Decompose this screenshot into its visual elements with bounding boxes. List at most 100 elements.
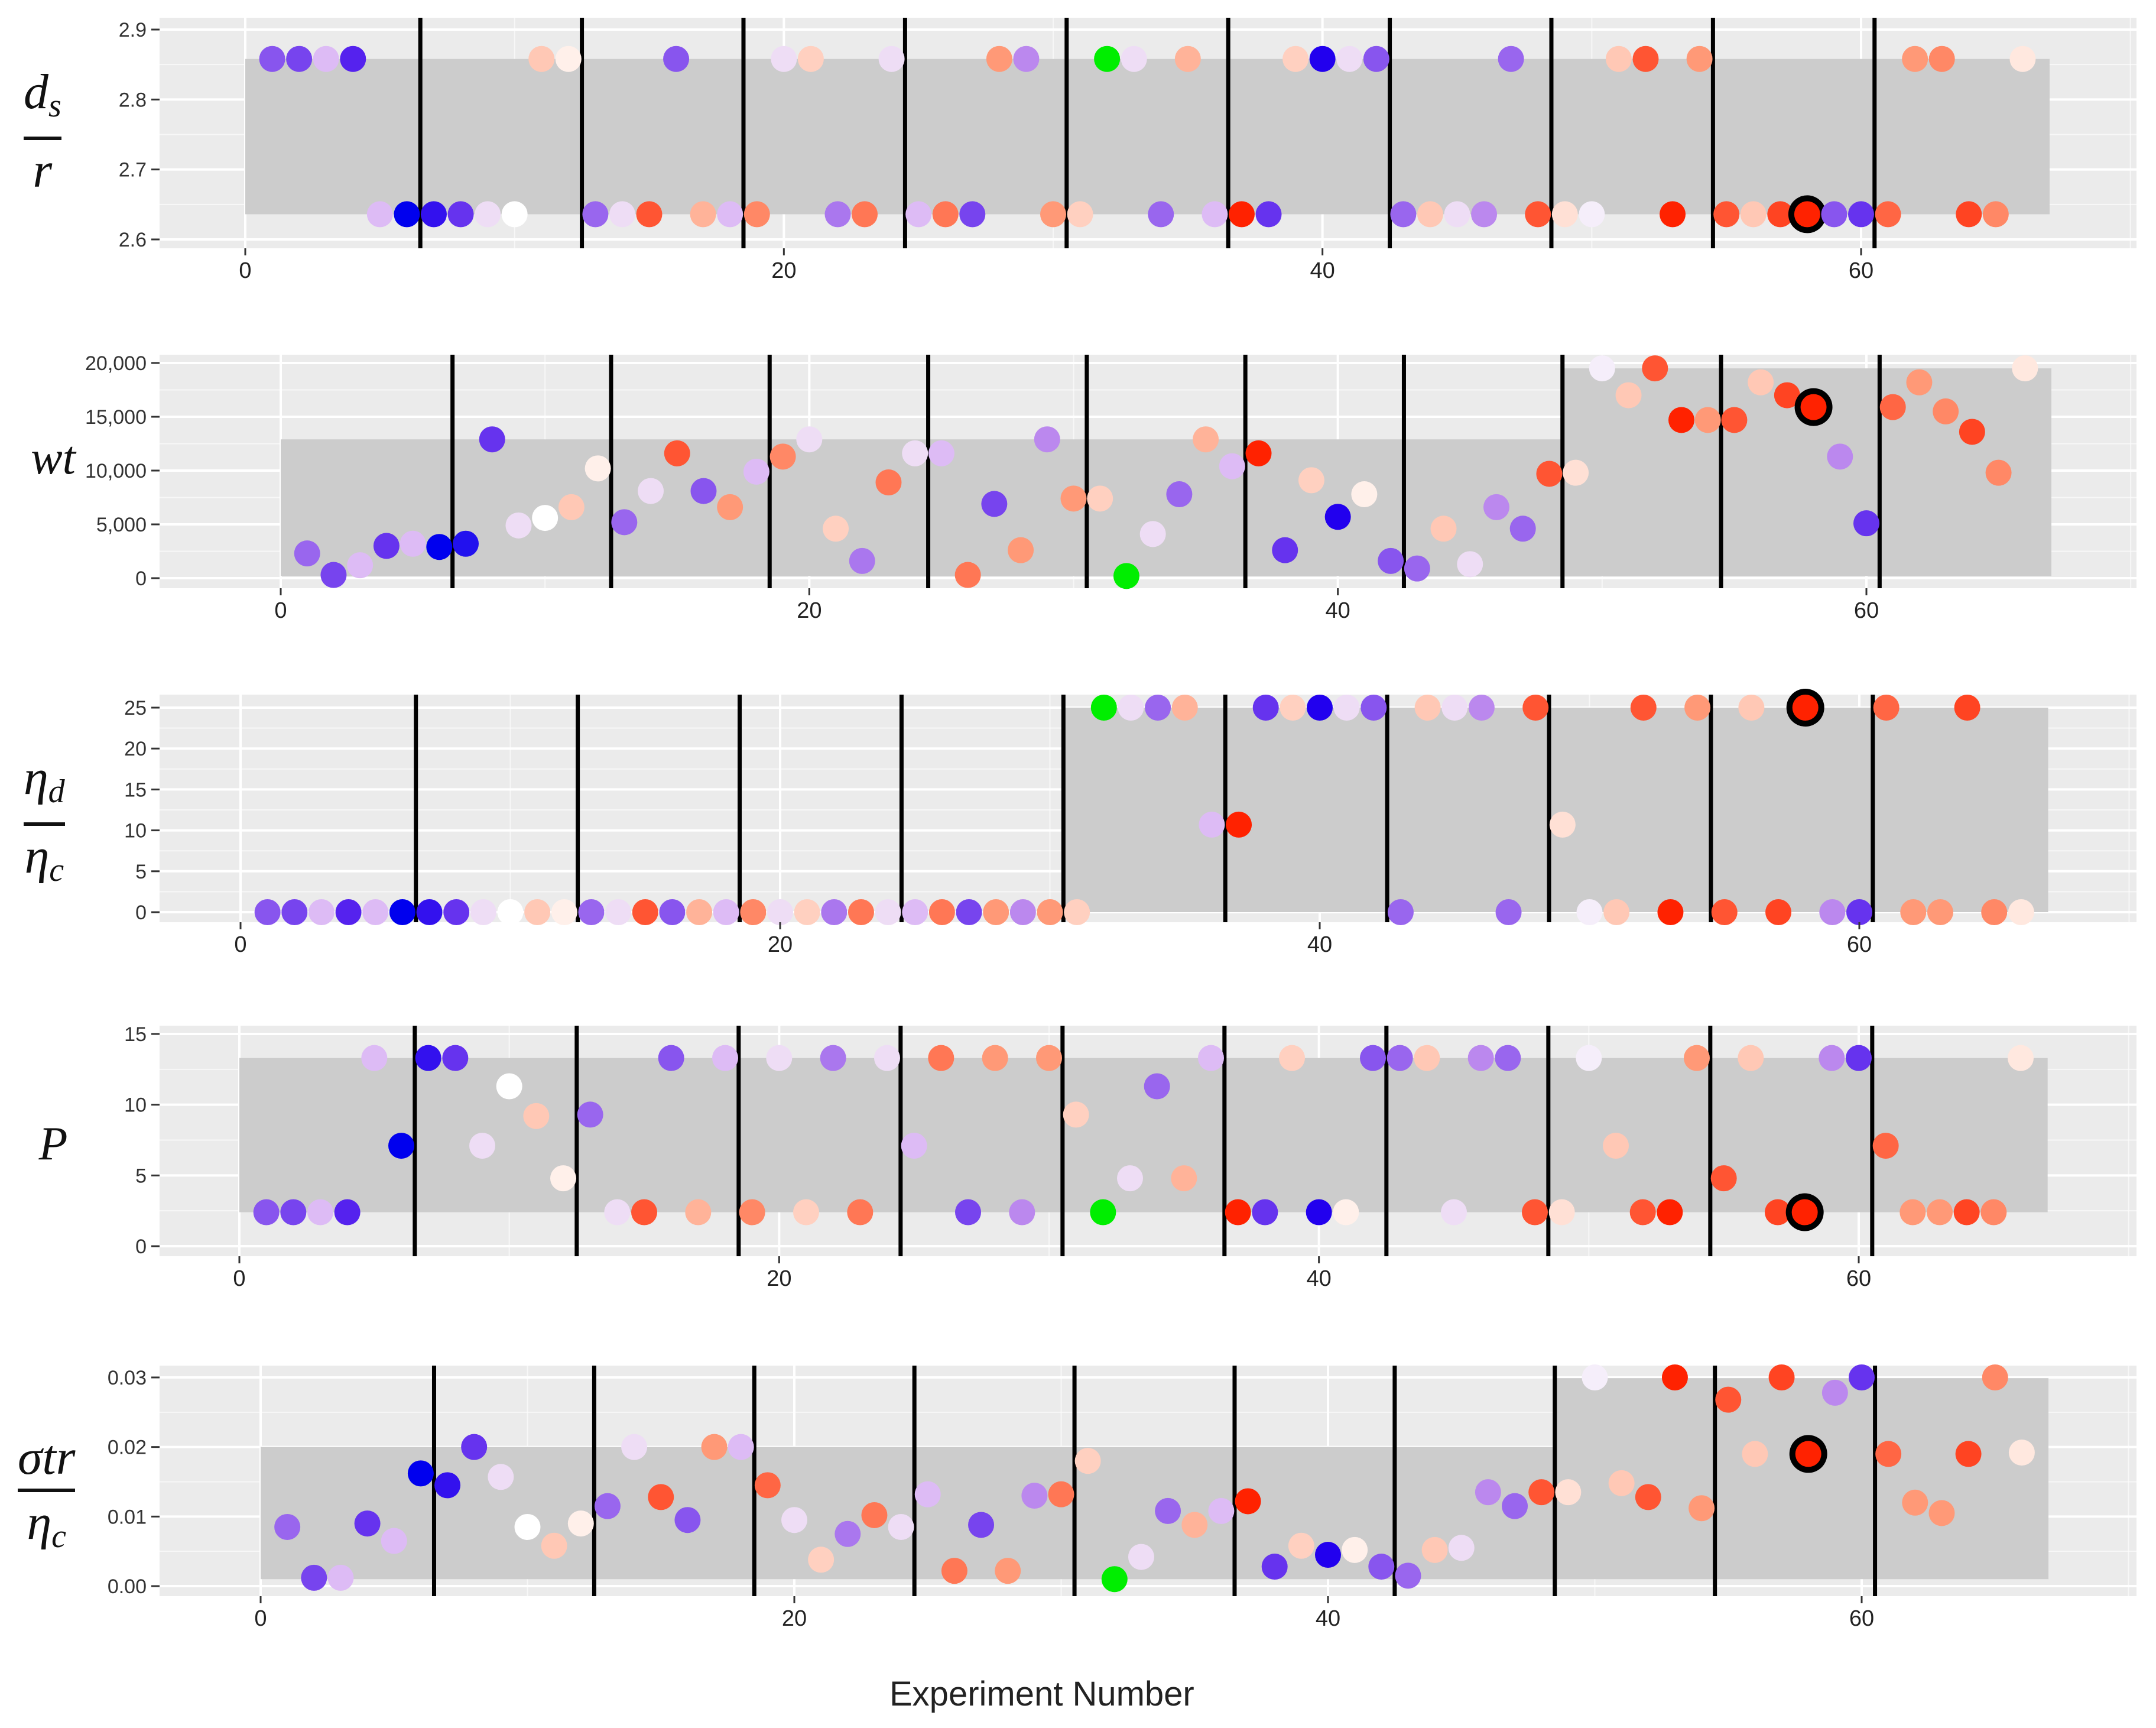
panel-4-data-point — [1629, 1199, 1656, 1226]
panel-5-data-point — [995, 1558, 1021, 1584]
panel-1-data-point — [1202, 201, 1228, 228]
panel-3-data-point — [1549, 811, 1576, 838]
panel-5-ylabel-den: η — [27, 1495, 52, 1550]
panel-2-data-point — [505, 512, 532, 539]
panel-2-data-point — [717, 494, 743, 520]
panel-3-data-point — [821, 899, 848, 925]
panel-5-data-point — [1021, 1483, 1048, 1509]
panel-4-data-point — [550, 1165, 576, 1192]
panel-4-data-point — [847, 1199, 874, 1226]
panel-4-data-point — [1819, 1045, 1845, 1071]
panel-2-data-point — [1245, 440, 1272, 466]
panel-1-data-point — [852, 201, 878, 228]
panel-5-data-point — [861, 1502, 888, 1528]
panel-4-data-point — [766, 1045, 793, 1071]
panel-2-data-point — [1827, 443, 1853, 470]
panel-5-data-point — [1902, 1489, 1928, 1516]
panel-3-data-point — [659, 899, 686, 925]
panel-5-data-point — [1795, 1441, 1821, 1467]
panel-4-data-point — [1684, 1045, 1710, 1071]
panel-1-data-point — [1956, 201, 1982, 228]
panel-1-ytick-label: 2.9 — [119, 19, 147, 41]
panel-4-region-band — [239, 1058, 2048, 1212]
panel-2-data-point — [690, 478, 717, 504]
panel-2-data-point — [1933, 398, 1959, 424]
panel-3-data-point — [1468, 695, 1495, 721]
panel-5-data-point — [381, 1528, 407, 1554]
panel-1-data-point — [878, 46, 905, 72]
panel-4-data-point — [1980, 1199, 2007, 1226]
panel-3-ytick-label: 25 — [124, 697, 147, 719]
fraction-bar — [24, 822, 65, 826]
panel-4-data-point — [1900, 1199, 1926, 1226]
panel-4-data-point — [982, 1045, 1008, 1071]
panel-2-data-point — [1721, 407, 1748, 433]
panel-4-data-point — [415, 1045, 441, 1071]
panel-1-data-point — [609, 201, 635, 228]
panel-4-data-point — [1441, 1199, 1467, 1226]
panel-5-data-point — [914, 1481, 941, 1507]
panel-4-data-point — [442, 1045, 469, 1071]
panel-2-xtick-label: 60 — [1854, 598, 1879, 623]
panel-2-data-point — [1378, 547, 1404, 574]
panel-1-ytick-label: 2.6 — [119, 229, 147, 251]
panel-2-data-point — [1298, 467, 1324, 494]
panel-3-data-point — [1846, 899, 1872, 925]
panel-1-data-point — [743, 201, 770, 228]
panel-1-data-point — [1067, 201, 1093, 228]
panel-3-data-point — [875, 899, 901, 925]
panel-4-xtick-label: 60 — [1846, 1266, 1871, 1291]
panel-1-data-point — [824, 201, 851, 228]
panel-3-data-point — [1171, 695, 1198, 721]
panel-3-xtick-label: 20 — [768, 932, 793, 957]
panel-1-xtick-label: 0 — [239, 258, 251, 283]
panel-5-data-point — [1582, 1364, 1608, 1390]
panel-3-data-point — [443, 899, 470, 925]
panel-5-data-point — [648, 1484, 674, 1510]
panel-5-data-point — [1155, 1497, 1181, 1524]
panel-2-data-point — [320, 562, 347, 588]
panel-5-data-point — [1235, 1488, 1261, 1515]
panel-4-data-point — [577, 1101, 603, 1128]
panel-1-data-point — [986, 46, 1012, 72]
panel-2-data-point — [743, 458, 769, 485]
panel-1-data-point — [528, 46, 555, 72]
panel-5-data-point — [835, 1520, 861, 1547]
panel-1-data-point — [420, 201, 447, 228]
panel-5-ytick-label: 0.00 — [108, 1575, 147, 1598]
panel-3-ylabel-num: η — [24, 750, 48, 805]
panel-1-data-point — [1579, 201, 1605, 228]
panel-3-data-point — [767, 899, 793, 925]
panel-4-data-point — [1090, 1199, 1116, 1226]
panel-4-data-point — [1576, 1045, 1602, 1071]
panel-3-data-point — [1522, 695, 1549, 721]
panel-1-data-point — [1444, 201, 1470, 228]
panel-1-data-point — [555, 46, 582, 72]
panel-5-data-point — [1208, 1497, 1235, 1524]
panel-2-data-point — [1906, 369, 1933, 395]
panel-1-data-point — [366, 201, 393, 228]
panel-2-data-point — [1563, 459, 1589, 486]
panel-4-data-point — [658, 1045, 684, 1071]
panel-4-data-point — [1063, 1101, 1089, 1128]
panel-1-data-point — [1498, 46, 1524, 72]
panel-4-xtick-label: 0 — [233, 1266, 245, 1291]
panel-1-data-point — [771, 46, 797, 72]
panel-1-data-point — [1013, 46, 1040, 72]
panel-3-data-point — [956, 899, 982, 925]
panel-1-data-point — [932, 201, 959, 228]
panel-3-data-point — [1495, 899, 1522, 925]
panel-2-data-point — [1034, 426, 1060, 453]
panel-1-data-point — [1525, 201, 1551, 228]
panel-5-xtick-label: 0 — [254, 1606, 267, 1631]
panel-2-data-point — [796, 426, 823, 453]
panel-1-data-point — [1632, 46, 1659, 72]
panel-5-data-point — [301, 1564, 327, 1591]
panel-4-data-point — [1791, 1199, 1818, 1226]
panel-5-data-point — [888, 1513, 914, 1540]
panel-3-data-point — [1280, 695, 1306, 721]
panel-1-data-point — [447, 201, 474, 228]
panel-4-ytick-label: 5 — [135, 1165, 147, 1187]
panel-4-data-point — [955, 1199, 981, 1226]
panel-5-data-point — [968, 1512, 995, 1538]
